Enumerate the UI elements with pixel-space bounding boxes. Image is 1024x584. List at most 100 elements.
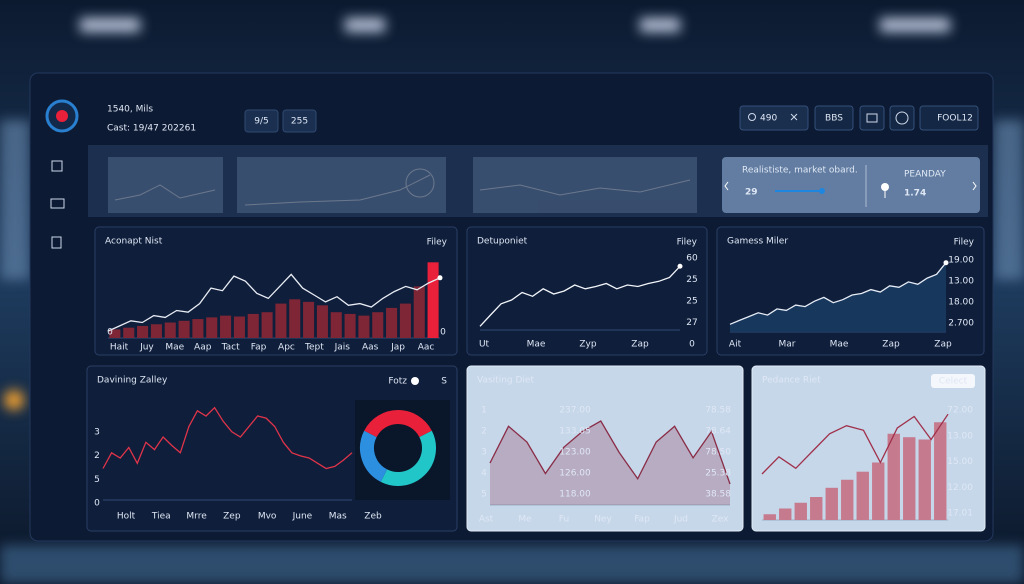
panel-title: Detuponiet [477,237,528,247]
x-tick-label: Aac [418,343,435,353]
header-button-label: BBS [825,114,843,124]
panel-title: Pedance Riet [762,376,821,386]
x-tick-label: Mae [527,340,546,350]
y-tick-label: 25 [686,297,697,307]
y-tick-label: 78.58 [705,406,731,416]
x-tick-label: Aas [362,343,379,353]
y-tick-label: 12.00 [947,483,973,493]
y-tick-label: 126.00 [559,469,591,479]
y-tick-label: 13.00 [948,277,974,287]
panel-action[interactable]: Filey [427,238,448,248]
y-tick-label: 72.00 [947,406,973,416]
bar [275,303,287,338]
nav-icon[interactable] [51,236,62,249]
globe-icon [895,111,909,125]
chip[interactable] [244,109,279,133]
bar [810,497,823,520]
panel-title: Aconapt Nist [105,237,163,247]
x-tick-label: Fap [634,515,650,525]
kpi-next[interactable] [972,181,977,191]
kpi-value: 29 [745,188,758,198]
y-tick-label: 15.00 [947,457,973,467]
legend-dot [411,377,419,385]
nav-icon[interactable] [51,160,63,172]
x-tick-label: Hait [110,343,129,353]
nav-icon[interactable] [50,198,65,209]
bar [123,327,135,338]
cart-button[interactable] [859,105,885,131]
bar [887,433,900,520]
y-tick-label: 237.00 [559,406,591,416]
bar [150,324,162,338]
bar [794,502,807,520]
y-tick-label: 0 [94,499,100,509]
line-end-dot [943,260,949,266]
y-tick-label: 38.58 [705,490,731,500]
x-tick-label: Mas [329,512,347,522]
thumbnail-line [244,174,431,206]
x-tick-label: Ast [479,515,494,525]
kpi-label: PEANDAY [904,170,946,180]
y-tick-label: 123.00 [559,448,591,458]
bar [413,286,425,338]
y-tick-label: 118.00 [559,490,591,500]
panel-action[interactable]: Celect [939,377,968,387]
x-tick-label: Zap [882,340,900,350]
kpi-slider-knob[interactable] [819,188,825,194]
x-tick-label: Me [518,515,532,525]
kpi-pin [881,183,889,191]
panel [466,365,744,532]
globe-button[interactable] [889,105,915,131]
x-tick-label: Zap [934,340,952,350]
chip-label: 255 [291,117,308,127]
bar [303,301,315,338]
x-tick-label: Tept [304,343,324,353]
header-button[interactable] [814,105,854,131]
panel-action[interactable]: S [441,377,447,387]
y-tick-label: 1 [481,406,487,416]
donut-segment [380,430,436,486]
x-tick-label: Zap [631,340,649,350]
background-lights [0,18,1024,584]
logo-dot [56,110,68,122]
panel-action[interactable]: Fotz [388,377,407,387]
bar [872,462,885,520]
y-tick-label: 3 [94,428,100,438]
bar [918,439,931,520]
panel-action[interactable]: Filey [677,238,698,248]
header-subtitle: Cast: 19/47 202261 [107,124,196,134]
bar [427,262,439,338]
bar [841,479,854,520]
search-value: 490 [760,114,777,124]
line [107,273,441,332]
bar [856,471,869,520]
bar [344,313,356,338]
panel-action-button[interactable] [931,374,975,388]
x-tick-label: Fu [559,515,569,525]
bar [763,514,776,520]
kpi-prev[interactable] [724,181,729,191]
x-tick-label: Zep [223,512,241,522]
bar [206,317,218,338]
x-tick-label: Fap [251,343,267,353]
y-tick-label: 13.00 [947,431,973,441]
x-tick-label: Mar [779,340,796,350]
bar [164,322,176,338]
x-tick-label: Ney [594,515,612,525]
x-tick-label: Aap [194,343,212,353]
kpi-caption: Realististe, market obard. [742,166,858,176]
bar [386,307,398,338]
x-tick-label: Tact [221,343,240,353]
x-tick-label: Jap [390,343,405,353]
search-clear[interactable] [790,113,798,121]
line [489,420,731,485]
chip[interactable] [282,109,317,133]
y-tick-label: 2 [94,451,100,461]
header-button[interactable] [919,105,979,131]
line-end-dot [437,275,443,281]
panel-action[interactable]: Filey [954,238,975,248]
thumbnails [108,157,697,213]
search-box[interactable] [739,105,809,131]
thumbnail-dial [405,168,435,198]
